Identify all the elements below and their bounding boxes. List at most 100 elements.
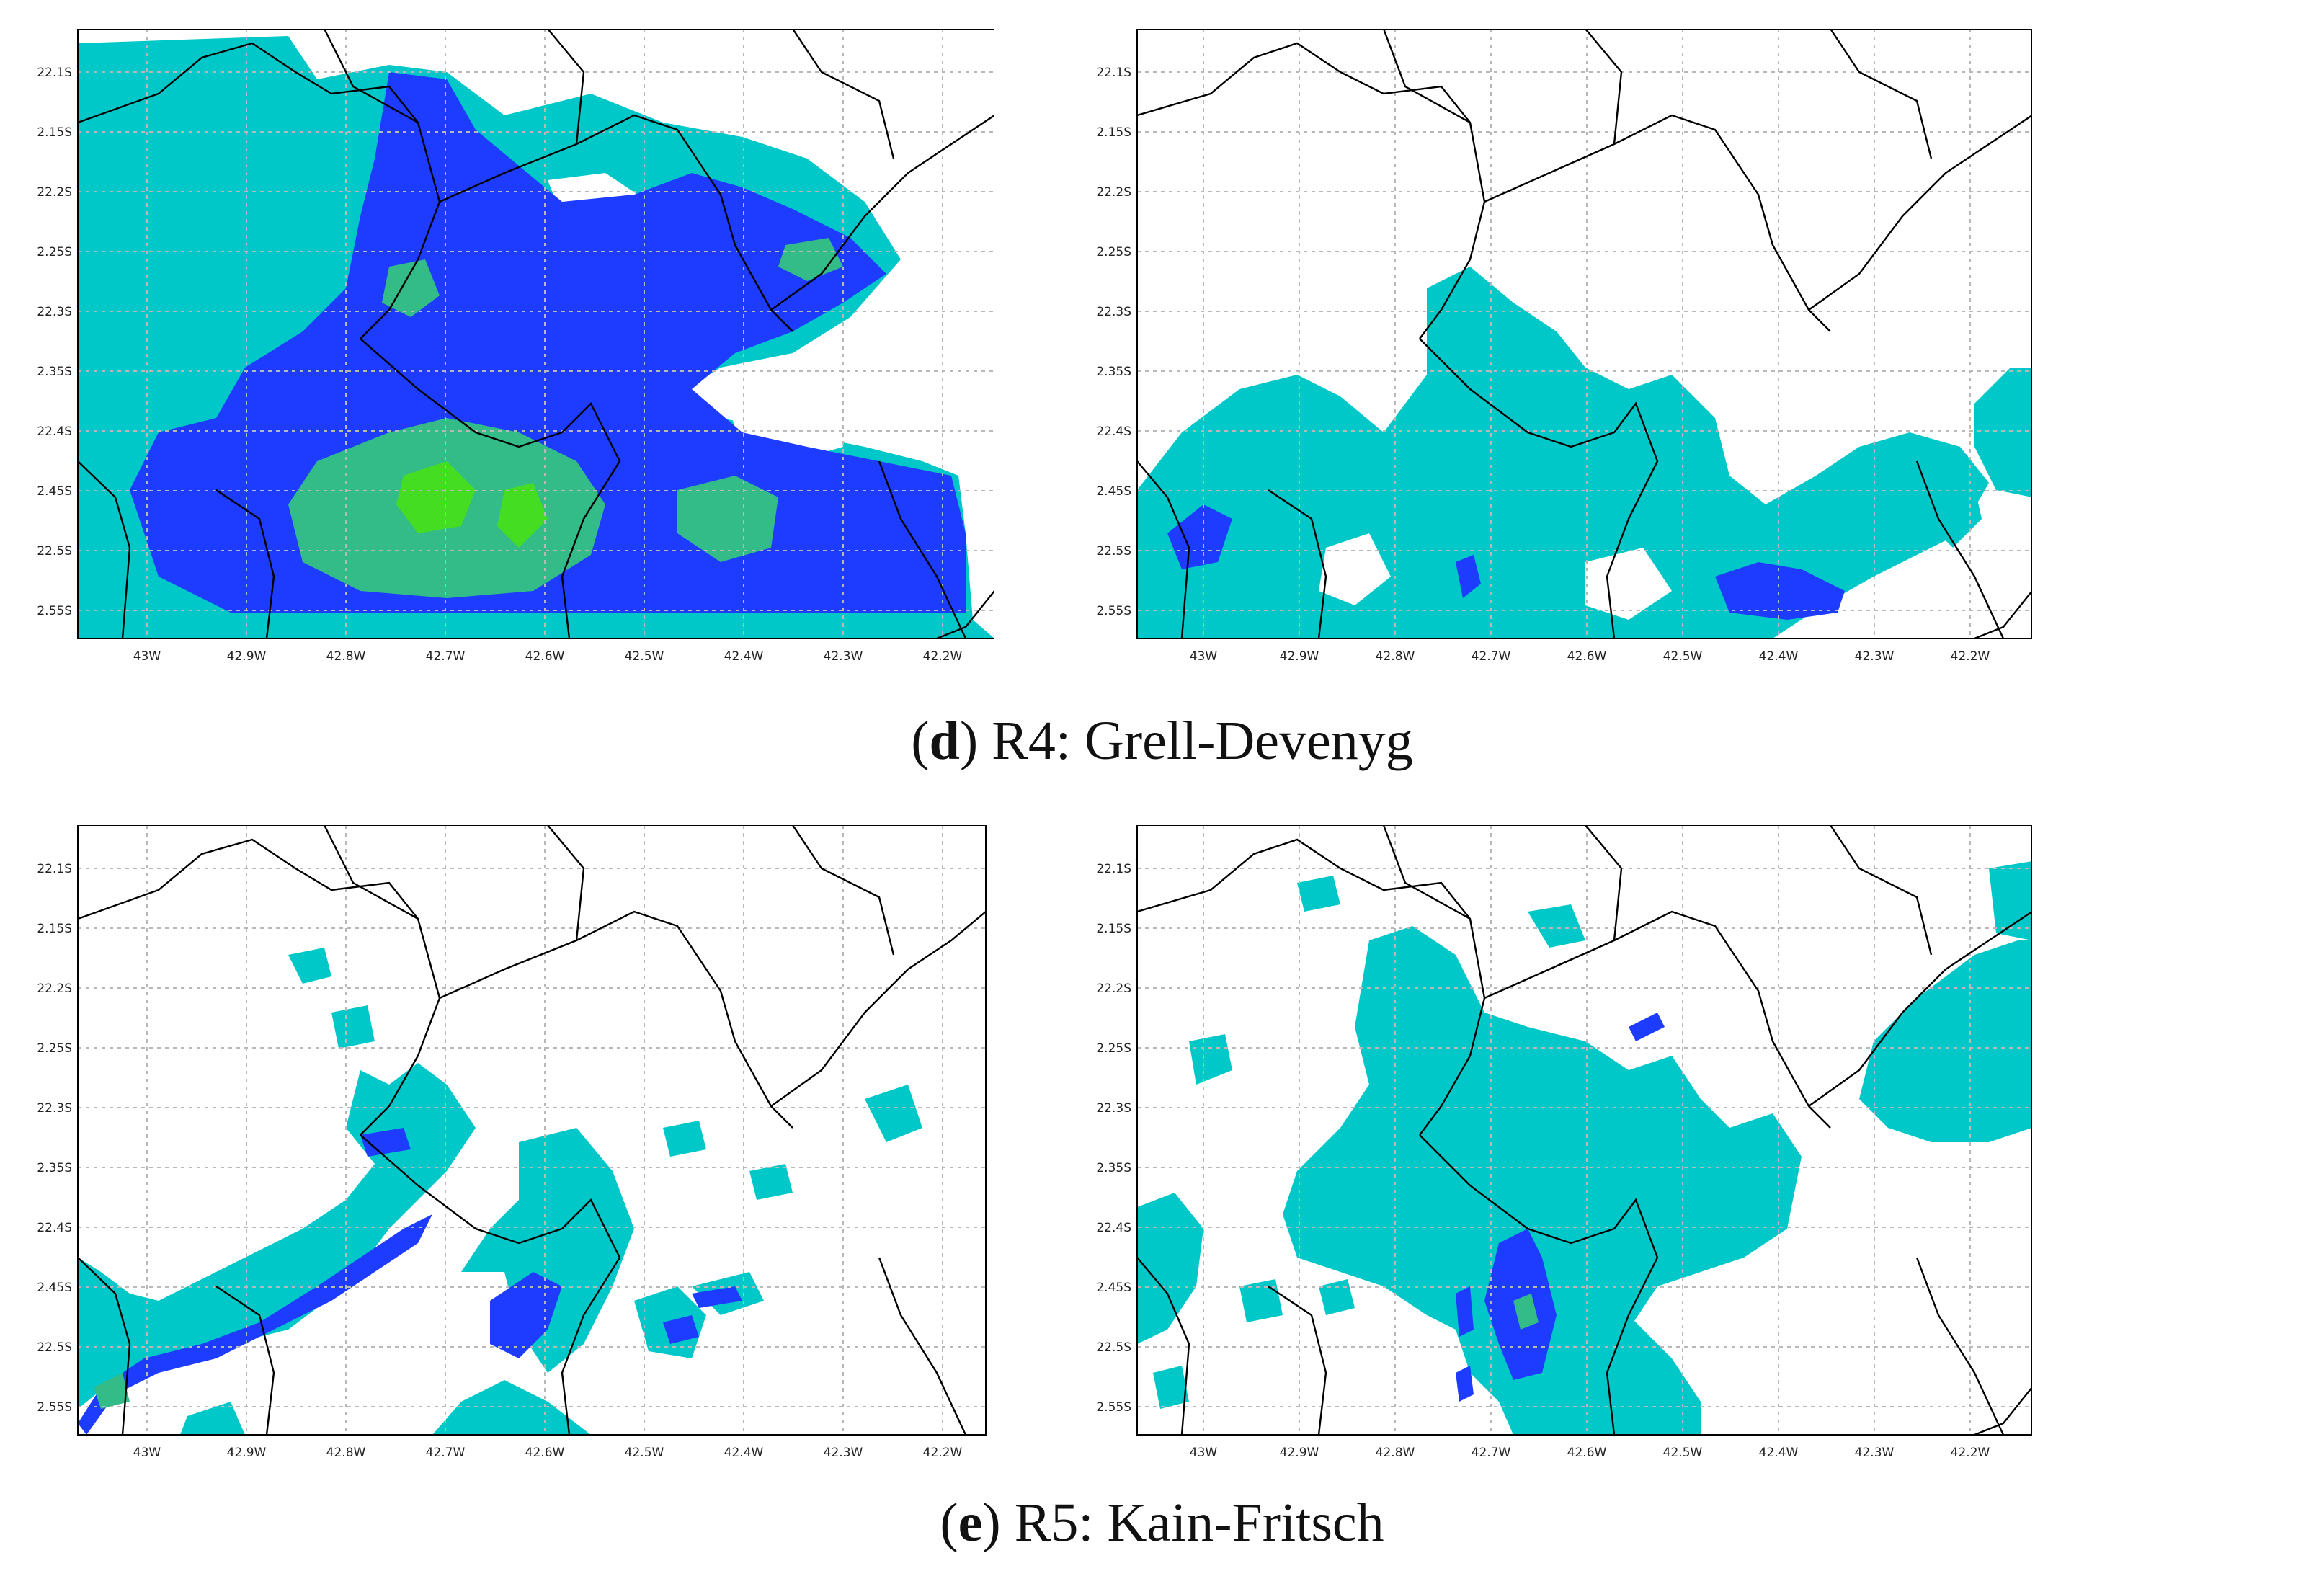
- lon-tick-label: 42.3W: [1855, 1446, 1895, 1460]
- precip-area-level2: [692, 1286, 742, 1308]
- lon-tick-label: 42.5W: [1663, 649, 1703, 664]
- lat-tick-label: 2.55S: [37, 604, 72, 618]
- lat-tick-label: 22.1S: [1096, 66, 1131, 80]
- lat-tick-label: 22.4S: [1096, 424, 1131, 439]
- lat-tick-label: 2.55S: [37, 1400, 72, 1415]
- municipal-borders: [1137, 825, 2032, 1435]
- lat-axis-labels: 22.1S 2.15S 22.2S 2.25S 22.3S 2.35S 22.4…: [1096, 862, 1131, 1415]
- lat-tick-label: 2.25S: [37, 245, 72, 259]
- lat-tick-label: 2.45S: [1096, 1281, 1131, 1295]
- precip-area-level1: [1319, 1279, 1355, 1315]
- lat-tick-label: 2.45S: [37, 1281, 72, 1295]
- caption-close-paren: ): [982, 1492, 1015, 1553]
- caption-letter: e: [958, 1492, 983, 1553]
- lat-tick-label: 2.45S: [37, 484, 72, 499]
- precip-area-level3: [778, 238, 843, 281]
- precip-area-level2: [1456, 1286, 1474, 1337]
- lat-tick-label: 2.35S: [37, 365, 72, 379]
- precip-area-level2: [1715, 562, 1845, 620]
- precip-map-e-right: 22.1S 2.15S 22.2S 2.25S 22.3S 2.35S 22.4…: [1096, 825, 2032, 1460]
- lat-tick-label: 22.3S: [37, 1101, 72, 1116]
- lat-tick-label: 2.45S: [1096, 484, 1131, 499]
- lat-tick-label: 2.55S: [1096, 604, 1131, 618]
- precip-area-level1: [1571, 1315, 1701, 1435]
- lon-tick-label: 43W: [133, 1446, 161, 1460]
- lat-tick-label: 22.3S: [37, 305, 72, 319]
- caption-close-paren: ): [959, 711, 992, 771]
- precip-area-level2: [78, 1214, 432, 1435]
- lat-tick-label: 2.35S: [37, 1161, 72, 1175]
- caption-letter: d: [929, 711, 960, 771]
- precip-area-level1: [288, 948, 331, 984]
- precip-map-d-left: 22.1S 2.15S 22.2S 2.25S 22.3S 2.35S 22.4…: [37, 29, 994, 664]
- lat-tick-label: 22.1S: [1096, 862, 1131, 876]
- lon-tick-label: 42.6W: [1567, 1446, 1607, 1460]
- lat-tick-label: 2.15S: [37, 125, 72, 140]
- precip-area-level3: [382, 259, 440, 317]
- lat-tick-label: 2.15S: [37, 922, 72, 936]
- precip-area-level2: [663, 1315, 699, 1344]
- lat-tick-label: 22.5S: [37, 1340, 72, 1355]
- precip-area-level1: [1297, 876, 1340, 912]
- lat-tick-label: 2.15S: [1096, 125, 1131, 140]
- lat-tick-label: 22.5S: [37, 544, 72, 558]
- precip-area-level1: [1153, 1366, 1189, 1409]
- lon-tick-label: 42.7W: [1472, 649, 1511, 664]
- lat-axis-labels: 22.1S 2.15S 22.2S 2.25S 22.3S 2.35S 22.4…: [1096, 66, 1131, 618]
- precip-area-level2: [1629, 1013, 1665, 1041]
- lon-tick-label: 42.6W: [525, 1446, 565, 1460]
- precip-area-level2: [1167, 504, 1232, 569]
- lon-tick-label: 42.7W: [1472, 1446, 1511, 1460]
- lon-tick-label: 43W: [1190, 1446, 1218, 1460]
- precip-area-level1: [461, 1128, 634, 1373]
- lat-tick-label: 22.3S: [1096, 1101, 1131, 1116]
- lon-tick-label: 42.4W: [724, 1446, 764, 1460]
- map-panel-d-left: 22.1S 2.15S 22.2S 2.25S 22.3S 2.35S 22.4…: [14, 29, 994, 685]
- lon-tick-label: 42.7W: [426, 649, 466, 664]
- lat-tick-label: 2.35S: [1096, 1161, 1131, 1175]
- caption-open-paren: (: [940, 1492, 958, 1553]
- graticule: [1137, 825, 2032, 1435]
- lat-tick-label: 22.5S: [1096, 1340, 1131, 1355]
- lat-tick-label: 2.25S: [37, 1041, 72, 1056]
- municipal-borders: [1137, 29, 2032, 638]
- precip-area-level4: [396, 461, 476, 533]
- lon-tick-label: 42.3W: [824, 649, 863, 664]
- lat-tick-label: 22.5S: [1096, 544, 1131, 558]
- precip-area-level1: [663, 1121, 706, 1157]
- precip-area-level1: [1239, 1279, 1283, 1322]
- lon-tick-label: 42.8W: [1376, 649, 1415, 664]
- lon-axis-labels: 43W 42.9W 42.8W 42.7W 42.6W 42.5W 42.4W …: [1190, 1446, 1990, 1460]
- lon-tick-label: 42.3W: [1855, 649, 1895, 664]
- precip-area-level2: [1456, 555, 1481, 598]
- lon-tick-label: 42.9W: [1280, 649, 1319, 664]
- precip-area-level1: [1528, 904, 1585, 948]
- lon-tick-label: 42.6W: [525, 649, 565, 664]
- lat-tick-label: 2.55S: [1096, 1400, 1131, 1415]
- lat-tick-label: 22.2S: [1096, 185, 1131, 200]
- precip-map-d-right: 22.1S 2.15S 22.2S 2.25S 22.3S 2.35S 22.4…: [1096, 29, 2032, 664]
- lon-tick-label: 42.8W: [326, 649, 366, 664]
- precip-area-level1: [1989, 861, 2032, 940]
- precip-area-level3: [677, 476, 778, 562]
- precip-area-level4: [497, 483, 548, 548]
- lon-tick-label: 42.2W: [1951, 649, 1990, 664]
- map-panel-d-right: 22.1S 2.15S 22.2S 2.25S 22.3S 2.35S 22.4…: [1081, 29, 2032, 685]
- precip-area-level1: [749, 1164, 793, 1200]
- precip-area-level1: [1974, 368, 2032, 497]
- lon-axis-labels: 43W 42.9W 42.8W 42.7W 42.6W 42.5W 42.4W …: [133, 649, 963, 664]
- lon-tick-label: 42.8W: [1376, 1446, 1415, 1460]
- lat-tick-label: 22.2S: [1096, 982, 1131, 996]
- precip-area-level2: [360, 1128, 411, 1157]
- lat-tick-label: 22.2S: [37, 982, 72, 996]
- precip-area-level1: [1859, 940, 2032, 1142]
- lon-tick-label: 42.2W: [1951, 1446, 1990, 1460]
- lat-tick-label: 22.4S: [37, 1221, 72, 1235]
- lon-tick-label: 42.8W: [326, 1446, 366, 1460]
- lon-tick-label: 42.3W: [824, 1446, 863, 1460]
- lat-tick-label: 22.1S: [37, 66, 72, 80]
- precip-area-level1: [180, 1402, 245, 1435]
- lat-tick-label: 2.25S: [1096, 1041, 1131, 1056]
- precip-gap: [1585, 548, 1672, 620]
- lon-tick-label: 42.6W: [1567, 649, 1607, 664]
